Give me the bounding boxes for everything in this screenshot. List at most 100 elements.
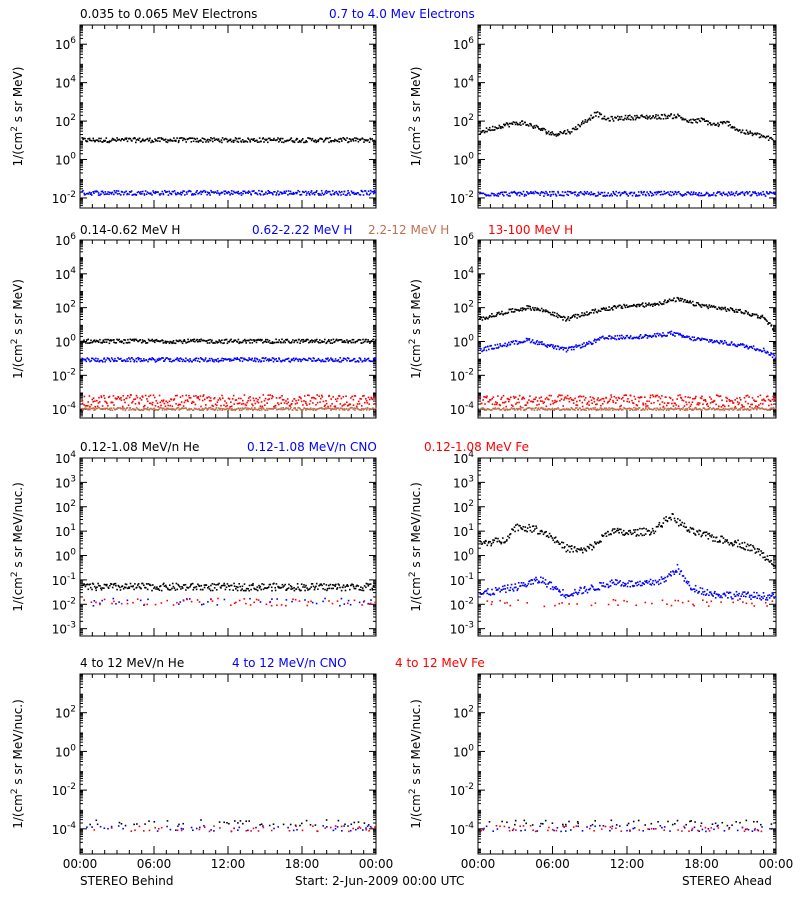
data-point	[743, 132, 745, 134]
data-point	[514, 192, 517, 194]
data-point	[719, 193, 722, 195]
data-point	[132, 601, 134, 604]
data-point	[544, 192, 546, 195]
data-point	[573, 191, 576, 194]
data-point	[263, 360, 265, 362]
data-point	[572, 402, 575, 404]
data-point	[130, 409, 132, 411]
data-point	[286, 139, 289, 142]
data-point	[88, 583, 90, 586]
data-point	[518, 123, 521, 126]
y-tick-label: 104	[55, 266, 76, 282]
data-point	[254, 588, 256, 590]
data-point	[142, 138, 144, 140]
data-point	[559, 131, 561, 133]
data-point	[211, 600, 214, 602]
data-point	[335, 338, 338, 341]
data-point	[316, 401, 319, 404]
data-point	[103, 598, 106, 601]
data-point	[558, 133, 561, 136]
data-point	[257, 408, 260, 411]
data-point	[193, 338, 196, 341]
data-point	[304, 141, 307, 144]
data-point	[762, 552, 765, 554]
data-point	[245, 140, 247, 142]
data-point	[603, 191, 606, 194]
data-point	[569, 131, 571, 133]
data-point	[733, 543, 735, 546]
data-point	[102, 141, 104, 143]
data-point	[197, 397, 200, 399]
data-point	[257, 599, 260, 601]
data-point	[116, 338, 118, 341]
data-point	[741, 191, 744, 193]
data-point	[249, 342, 251, 344]
data-point	[131, 401, 133, 404]
data-point	[95, 357, 97, 360]
data-point	[209, 338, 211, 341]
data-point	[105, 584, 108, 587]
data-point	[115, 584, 117, 587]
series-0-points	[81, 137, 377, 144]
data-point	[221, 339, 223, 341]
data-point	[179, 601, 182, 603]
data-point	[92, 397, 95, 399]
data-point	[516, 589, 519, 592]
data-point	[531, 192, 533, 194]
data-point	[340, 597, 343, 600]
data-point	[668, 409, 670, 411]
data-point	[633, 585, 636, 587]
data-point	[597, 191, 600, 194]
data-point	[325, 400, 327, 402]
data-point	[265, 338, 267, 341]
data-point	[667, 191, 669, 193]
data-point	[297, 189, 299, 192]
data-point	[718, 539, 721, 542]
data-point	[114, 139, 116, 141]
data-point	[595, 111, 598, 114]
data-point	[580, 123, 583, 126]
data-point	[254, 360, 257, 363]
data-point	[271, 357, 274, 359]
data-point	[657, 332, 659, 335]
data-point	[589, 119, 592, 121]
data-point	[757, 132, 759, 135]
data-point	[603, 115, 606, 118]
data-point	[94, 359, 96, 362]
data-point	[338, 409, 341, 411]
data-point	[137, 139, 140, 141]
data-point	[187, 409, 189, 411]
data-point	[169, 588, 172, 591]
data-point	[344, 586, 346, 588]
data-point	[554, 587, 556, 590]
data-point	[554, 193, 557, 195]
data-point	[129, 191, 132, 193]
data-point	[313, 397, 316, 399]
data-point	[672, 405, 675, 407]
data-point	[256, 586, 259, 588]
data-point	[762, 398, 765, 400]
data-point	[83, 404, 85, 406]
data-point	[540, 127, 543, 130]
data-point	[353, 395, 356, 397]
data-point	[566, 193, 568, 196]
data-point	[539, 192, 542, 194]
data-point	[88, 395, 91, 397]
data-point	[573, 348, 575, 351]
data-point	[774, 330, 777, 332]
data-point	[678, 300, 681, 302]
data-point	[721, 408, 724, 411]
data-point	[523, 529, 526, 532]
data-point	[162, 192, 164, 195]
data-point	[351, 407, 353, 409]
data-point	[684, 193, 686, 195]
data-point	[111, 409, 114, 411]
data-point	[223, 582, 225, 585]
plot-frame	[477, 24, 777, 209]
data-point	[758, 194, 760, 196]
data-point	[496, 127, 498, 130]
data-point	[615, 583, 618, 586]
data-point	[504, 124, 506, 127]
data-point	[147, 598, 149, 601]
data-point	[547, 408, 550, 410]
